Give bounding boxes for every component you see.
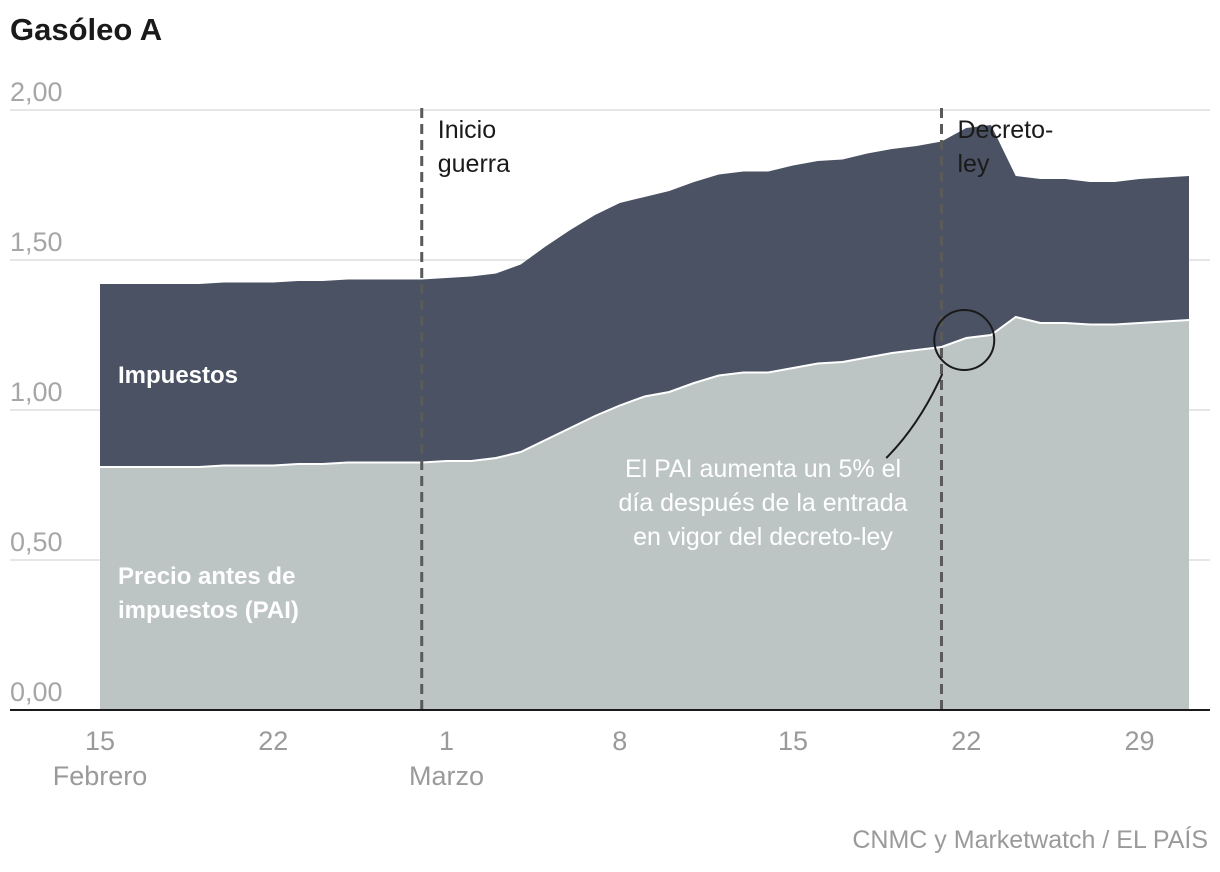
y-tick-label: 0,50 xyxy=(10,527,63,557)
x-tick-label: 15 xyxy=(778,726,808,756)
area-label-pai: impuestos (PAI) xyxy=(118,597,299,624)
annotation-text: El PAI aumenta un 5% el xyxy=(625,455,901,483)
reference-line-label: Inicio xyxy=(438,116,496,144)
x-tick-label: 29 xyxy=(1124,726,1154,756)
reference-line-label: ley xyxy=(958,150,990,178)
labels: Inicio guerra Decreto-ley Impuestos Precio a… xyxy=(118,116,1053,624)
x-tick-sublabel: Marzo xyxy=(409,761,484,791)
y-tick-label: 1,50 xyxy=(10,227,63,257)
area-pai xyxy=(100,317,1189,710)
reference-line-label: guerra xyxy=(438,150,510,178)
area-label-impuestos: Impuestos xyxy=(118,362,238,389)
pai-boundary-line xyxy=(100,315,1190,468)
area-impuestos xyxy=(100,125,1189,467)
y-tick-label: 0,00 xyxy=(10,677,63,707)
chart-title: Gasóleo A xyxy=(10,12,163,47)
x-tick-label: 22 xyxy=(258,726,288,756)
annotation-circle xyxy=(933,309,996,371)
x-tick-label: 1 xyxy=(439,726,454,756)
annotation-text: en vigor del decreto-ley xyxy=(633,523,893,551)
axes: 0,00 0,50 1,00 1,50 2,00 15 Febrero 22 1 Marzo 8 15… xyxy=(10,77,1210,791)
annotation-leader xyxy=(885,373,944,459)
reference-lines xyxy=(420,108,943,710)
area-layer xyxy=(100,125,1190,710)
annotation-text: día después de la entrada xyxy=(618,489,907,517)
x-tick-sublabel: Febrero xyxy=(53,761,148,791)
y-tick-label: 1,00 xyxy=(10,377,63,407)
x-tick-label: 8 xyxy=(612,726,627,756)
x-tick-label: 15 xyxy=(85,726,115,756)
reference-line-label: Decreto- xyxy=(958,116,1054,144)
area-label-pai: Precio antes de xyxy=(118,563,295,590)
y-tick-label: 2,00 xyxy=(10,77,63,107)
source-credit: CNMC y Marketwatch / EL PAÍS xyxy=(852,826,1208,854)
x-tick-label: 22 xyxy=(951,726,981,756)
